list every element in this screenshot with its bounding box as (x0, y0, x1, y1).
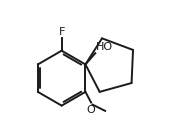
Text: HO: HO (96, 43, 113, 52)
Text: F: F (58, 27, 65, 37)
Text: O: O (87, 105, 96, 115)
